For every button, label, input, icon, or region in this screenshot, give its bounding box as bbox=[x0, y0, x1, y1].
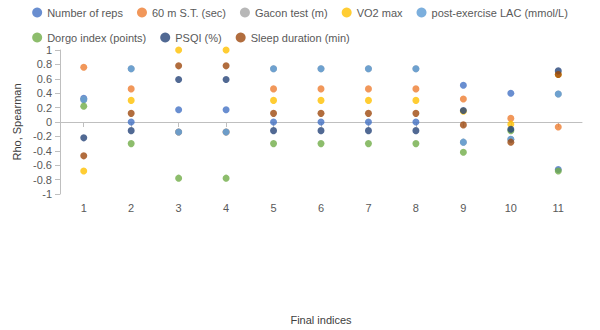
svg-text:-0.6: -0.6 bbox=[33, 159, 52, 171]
svg-text:1: 1 bbox=[46, 44, 52, 56]
svg-text:Number of reps: Number of reps bbox=[47, 7, 123, 19]
svg-text:3: 3 bbox=[176, 202, 182, 214]
svg-text:60 m S.T. (sec): 60 m S.T. (sec) bbox=[152, 7, 226, 19]
svg-text:-0.4: -0.4 bbox=[33, 145, 52, 157]
svg-text:Final indices: Final indices bbox=[290, 314, 352, 326]
svg-text:0.8: 0.8 bbox=[37, 58, 52, 70]
svg-text:0.4: 0.4 bbox=[37, 87, 52, 99]
svg-text:-1: -1 bbox=[42, 188, 52, 200]
svg-text:11: 11 bbox=[553, 202, 564, 214]
svg-text:-0.8: -0.8 bbox=[33, 174, 52, 186]
svg-text:Sleep duration (min): Sleep duration (min) bbox=[251, 32, 350, 44]
svg-text:4: 4 bbox=[223, 202, 229, 214]
svg-text:7: 7 bbox=[365, 202, 371, 214]
svg-text:Dorgo index (points): Dorgo index (points) bbox=[47, 32, 146, 44]
svg-text:Rho, Spearman: Rho, Spearman bbox=[11, 83, 23, 160]
svg-text:VO2 max: VO2 max bbox=[357, 7, 403, 19]
svg-text:10: 10 bbox=[505, 202, 517, 214]
svg-text:Gacon test (m): Gacon test (m) bbox=[255, 7, 328, 19]
svg-text:PSQI (%): PSQI (%) bbox=[175, 32, 221, 44]
svg-text:-0.2: -0.2 bbox=[33, 130, 52, 142]
svg-text:0: 0 bbox=[46, 116, 52, 128]
svg-text:post-exercise LAC (mmol/L): post-exercise LAC (mmol/L) bbox=[432, 7, 568, 19]
svg-text:9: 9 bbox=[460, 202, 466, 214]
svg-text:5: 5 bbox=[270, 202, 276, 214]
svg-text:8: 8 bbox=[413, 202, 419, 214]
svg-text:6: 6 bbox=[318, 202, 324, 214]
svg-text:2: 2 bbox=[128, 202, 134, 214]
svg-text:0.6: 0.6 bbox=[37, 73, 52, 85]
svg-text:1: 1 bbox=[81, 202, 87, 214]
svg-text:0.2: 0.2 bbox=[37, 102, 52, 114]
